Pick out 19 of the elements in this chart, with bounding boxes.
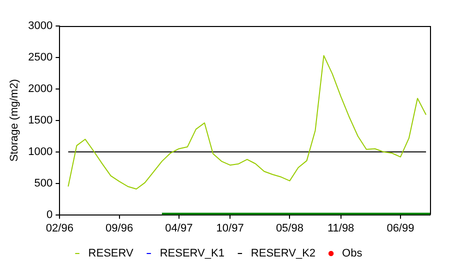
y-tick-label: 0 (46, 208, 53, 221)
legend-label: RESERV_K1 (160, 248, 224, 260)
x-tick-label: 06/99 (386, 222, 414, 234)
y-tick-label: 2500 (28, 52, 53, 64)
x-tick-label: 11/98 (327, 222, 354, 234)
y-tick-label: 3000 (28, 20, 53, 32)
legend-label: RESERV (88, 248, 134, 260)
y-tick-label: 500 (34, 177, 53, 190)
y-tick-label: 2000 (28, 82, 53, 95)
x-tick-label: 10/97 (216, 222, 244, 234)
legend-label: Obs (342, 248, 363, 260)
y-tick-label: 1000 (28, 146, 53, 158)
legend-label: RESERV_K2 (250, 248, 316, 260)
x-tick-label: 02/96 (46, 222, 74, 234)
x-tick-label: 04/97 (165, 222, 193, 234)
y-axis-title: Storage (mg/m2) (8, 79, 21, 162)
x-tick-label: 09/96 (106, 222, 134, 234)
x-tick-label: 05/98 (276, 222, 304, 234)
y-tick-label: 1500 (28, 114, 53, 126)
